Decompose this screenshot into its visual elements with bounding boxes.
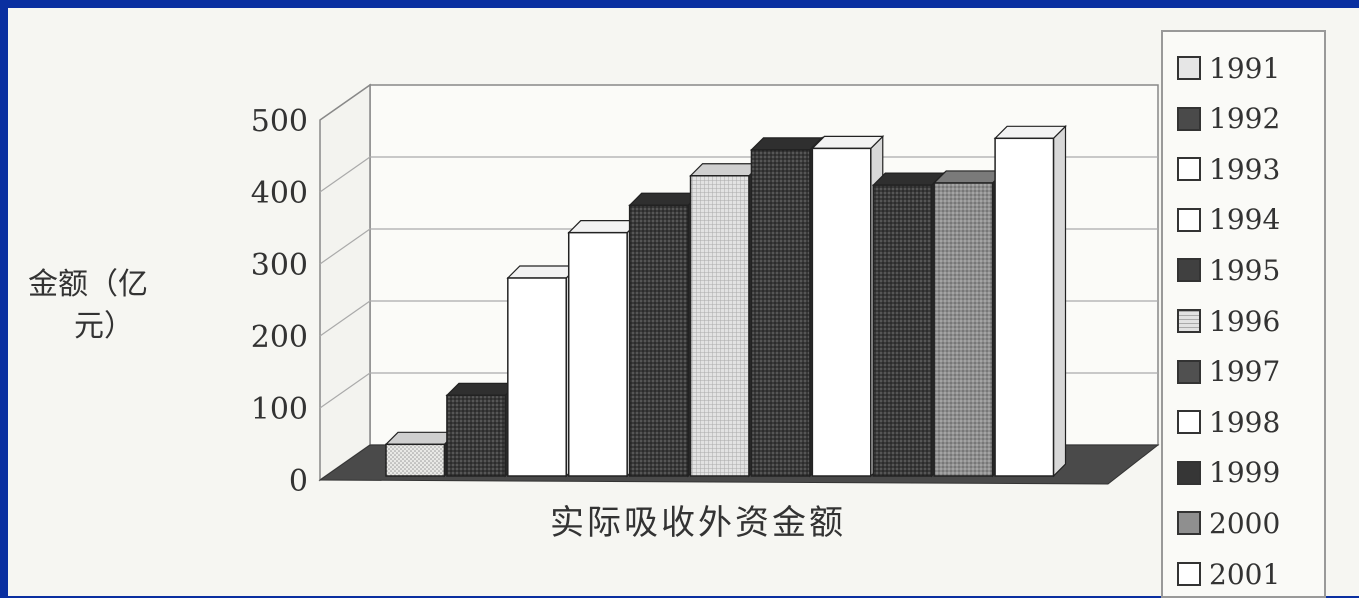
y-tick-label: 200 <box>251 320 308 355</box>
bar-chart: 0 100 200 300 400 500 金额（亿 元） 实际吸收外资金额 <box>28 83 1160 543</box>
bar-front <box>933 182 994 477</box>
legend-item: 1991 <box>1177 48 1280 88</box>
bar-top <box>384 431 458 445</box>
legend-label: 1994 <box>1209 203 1281 237</box>
y-axis-label-line-2: 元） <box>74 309 134 344</box>
bar <box>871 171 946 478</box>
legend-label: 1991 <box>1209 51 1281 85</box>
bar-front <box>811 147 872 477</box>
x-axis-label: 实际吸收外资金额 <box>550 503 846 543</box>
legend-swatch <box>1177 511 1201 536</box>
legend-label: 1993 <box>1209 152 1281 186</box>
legend-swatch <box>1177 56 1201 80</box>
legend-label: 1996 <box>1209 304 1281 338</box>
legend-swatch <box>1177 157 1201 182</box>
chart-frame: 0 100 200 300 400 500 金额（亿 元） 实际吸收外资金额 1991 19… <box>8 8 1359 598</box>
legend-swatch <box>1177 309 1201 333</box>
legend: 1991 1992 1993 1994 1995 1996 1997 1998 1999 2000… <box>1161 30 1326 598</box>
bar-top <box>628 192 702 206</box>
bar-front <box>507 277 567 477</box>
legend-item: 1995 <box>1177 250 1280 290</box>
y-tick-label: 300 <box>251 248 308 283</box>
legend-swatch <box>1177 359 1201 384</box>
legend-label: 1992 <box>1209 102 1281 136</box>
legend-label: 2000 <box>1209 506 1281 540</box>
legend-swatch <box>1177 106 1201 131</box>
legend-label: 1998 <box>1209 405 1281 439</box>
legend-swatch <box>1177 258 1201 283</box>
bar <box>932 169 1007 478</box>
bar-top <box>445 382 519 396</box>
bar-front <box>994 137 1055 477</box>
legend-item: 1999 <box>1177 453 1280 493</box>
legend-item: 1997 <box>1177 352 1280 392</box>
bar <box>689 162 763 478</box>
legend-item: 1996 <box>1177 301 1280 341</box>
legend-item: 2001 <box>1177 554 1280 594</box>
bar <box>750 136 824 478</box>
bar-front <box>689 175 750 477</box>
legend-item: 1993 <box>1177 149 1280 189</box>
bar-front <box>872 184 933 477</box>
legend-label: 1997 <box>1209 355 1281 389</box>
bar-side <box>1052 124 1067 478</box>
bar <box>384 430 458 478</box>
y-tick-label: 100 <box>251 392 308 427</box>
legend-swatch <box>1177 207 1201 232</box>
side-wall <box>319 83 371 482</box>
bar-top <box>810 135 885 149</box>
bar-top <box>750 137 824 151</box>
bar-front <box>385 443 446 477</box>
legend-item: 1994 <box>1177 200 1280 240</box>
bar <box>993 124 1067 478</box>
legend-swatch <box>1177 460 1201 485</box>
bar-front <box>750 149 811 477</box>
bar <box>445 381 519 478</box>
bar-front <box>446 394 507 477</box>
legend-label: 1999 <box>1209 456 1281 490</box>
y-axis-label-line-1: 金额（亿 <box>28 267 148 302</box>
legend-label: 1995 <box>1209 253 1281 287</box>
legend-swatch <box>1177 562 1201 586</box>
legend-item: 1998 <box>1177 402 1280 442</box>
bar-top <box>689 163 763 177</box>
legend-item: 2000 <box>1177 503 1280 543</box>
bar-front <box>628 204 689 477</box>
bar-top <box>993 125 1067 139</box>
bar <box>628 191 702 478</box>
y-tick-label: 400 <box>251 176 308 211</box>
bar <box>810 134 885 478</box>
bar-top <box>932 170 1007 184</box>
legend-item: 1992 <box>1177 99 1280 139</box>
legend-swatch <box>1177 410 1201 435</box>
y-tick-label: 0 <box>289 464 308 499</box>
bar-top <box>567 220 641 234</box>
bar <box>567 219 641 478</box>
bars <box>384 124 1067 478</box>
legend-label: 2001 <box>1209 557 1281 591</box>
bar-top <box>506 265 580 279</box>
bar-front <box>567 231 628 477</box>
axis-labels: 金额（亿 元） 实际吸收外资金额 <box>28 267 846 543</box>
y-tick-label: 500 <box>251 104 308 139</box>
gridline <box>319 156 1158 193</box>
bar <box>506 264 580 478</box>
